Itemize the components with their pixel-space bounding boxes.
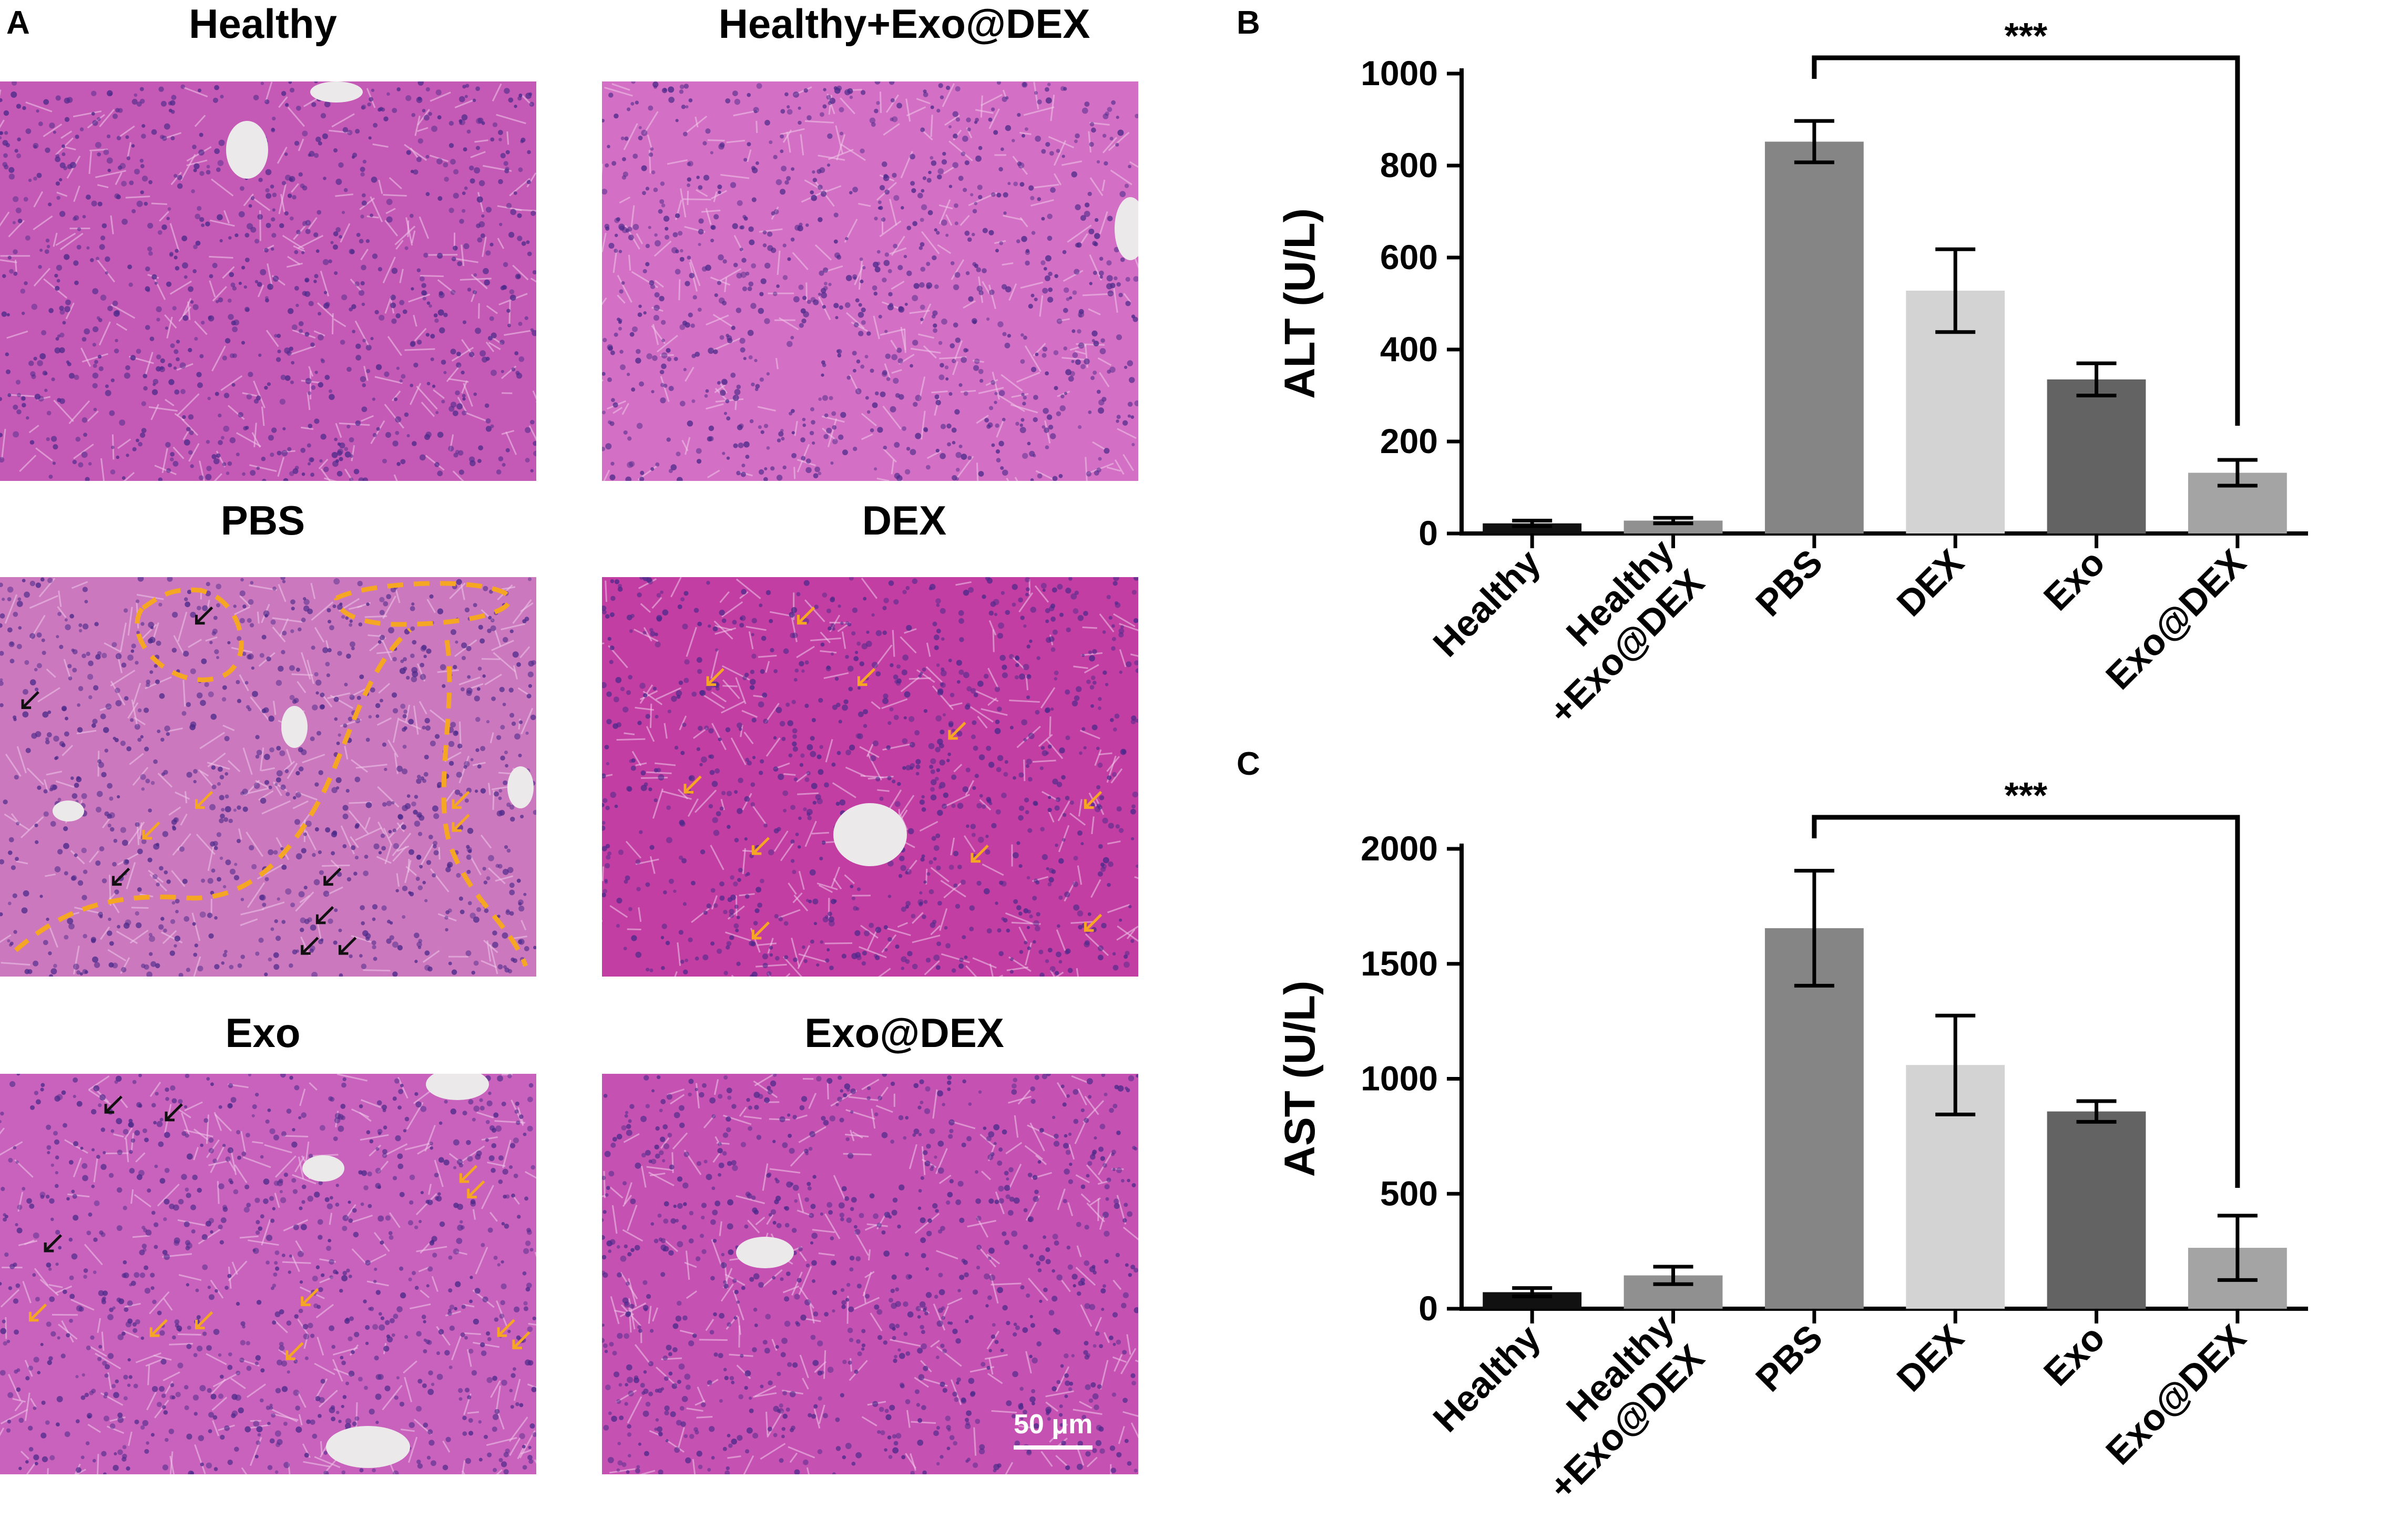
error-bar	[2217, 458, 2258, 488]
histology-image-healthy-exo-dex	[602, 81, 1138, 481]
x-tick-label: Exo	[2036, 541, 2112, 618]
error-bar	[1653, 1265, 1693, 1286]
significance-label: ***	[2004, 775, 2047, 816]
histology-image-dex	[602, 577, 1138, 977]
x-tick-label: Healthy+Exo@DEX	[1510, 531, 1712, 732]
histology-image-healthy	[0, 81, 536, 481]
error-bar	[1653, 516, 1693, 526]
histo-title-healthy-exo-dex: Healthy+Exo@DEX	[718, 1, 1090, 47]
y-tick-label: 2000	[1361, 829, 1438, 868]
bar	[2047, 1111, 2146, 1309]
histo-title-exo: Exo	[225, 1010, 301, 1056]
bar	[1764, 141, 1864, 533]
scale-bar-label: 50 μm	[1014, 1409, 1093, 1440]
bar	[1764, 928, 1864, 1309]
x-tick-label: PBS	[1748, 541, 1831, 624]
scale-bar	[1014, 1445, 1093, 1450]
x-tick-label: DEX	[1889, 541, 1972, 624]
panel-label-b: B	[1237, 5, 1260, 41]
x-tick-label: Healthy+Exo@DEX	[1510, 1306, 1712, 1507]
y-axis-label: AST (U/L)	[1276, 981, 1324, 1177]
error-bar	[2076, 1099, 2117, 1124]
ast-bar-chart: 0 500 1000 1500 2000 AST (U/L) Healthy Healthy+…	[1276, 775, 2308, 1507]
y-tick-label: 400	[1380, 330, 1438, 368]
x-tick-label: Exo@DEX	[2098, 1317, 2253, 1472]
error-bar	[1512, 519, 1553, 528]
y-tick-label: 600	[1380, 238, 1438, 276]
histology-image-pbs	[0, 577, 536, 977]
error-bar	[1794, 869, 1834, 988]
error-bar	[2076, 361, 2117, 397]
histology-image-exo-dex	[602, 1074, 1138, 1474]
x-tick-label: DEX	[1889, 1317, 1972, 1399]
error-bar	[2217, 1214, 2258, 1282]
error-bar	[1512, 1286, 1553, 1298]
histo-title-pbs: PBS	[220, 497, 305, 543]
x-tick-label: Exo@DEX	[2098, 541, 2253, 697]
histo-title-exo-dex: Exo@DEX	[804, 1010, 1004, 1056]
y-axis-label: ALT (U/L)	[1276, 208, 1324, 399]
bar	[1483, 523, 1582, 533]
x-tick-label: Exo	[2036, 1317, 2112, 1393]
histo-title-dex: DEX	[862, 497, 947, 543]
histo-title-healthy: Healthy	[189, 1, 337, 47]
x-tick-label: Healthy	[1425, 541, 1548, 664]
y-tick-label: 1000	[1361, 54, 1438, 93]
significance-bracket	[1812, 815, 2240, 1188]
y-tick-label: 0	[1418, 1289, 1438, 1328]
significance-bracket	[1812, 55, 2240, 426]
y-tick-label: 500	[1380, 1174, 1438, 1213]
x-tick-label: Healthy	[1425, 1317, 1548, 1440]
y-tick-label: 1000	[1361, 1059, 1438, 1098]
histology-image-exo	[0, 1074, 536, 1474]
y-tick-label: 800	[1380, 146, 1438, 184]
panel-label-a: A	[6, 5, 30, 41]
y-tick-label: 0	[1418, 514, 1438, 552]
panel-label-c: C	[1237, 746, 1260, 782]
x-tick-label: PBS	[1748, 1317, 1831, 1399]
error-bar	[1935, 247, 1976, 334]
error-bar	[1794, 119, 1834, 165]
error-bar	[1935, 1013, 1976, 1116]
alt-bar-chart: 0 200 400 600 800 1000 ALT (U/L) Healthy Healthy…	[1276, 21, 2308, 732]
y-tick-label: 200	[1380, 422, 1438, 460]
y-tick-label: 1500	[1361, 944, 1438, 983]
significance-label: ***	[2004, 21, 2047, 56]
bar	[2047, 379, 2146, 533]
